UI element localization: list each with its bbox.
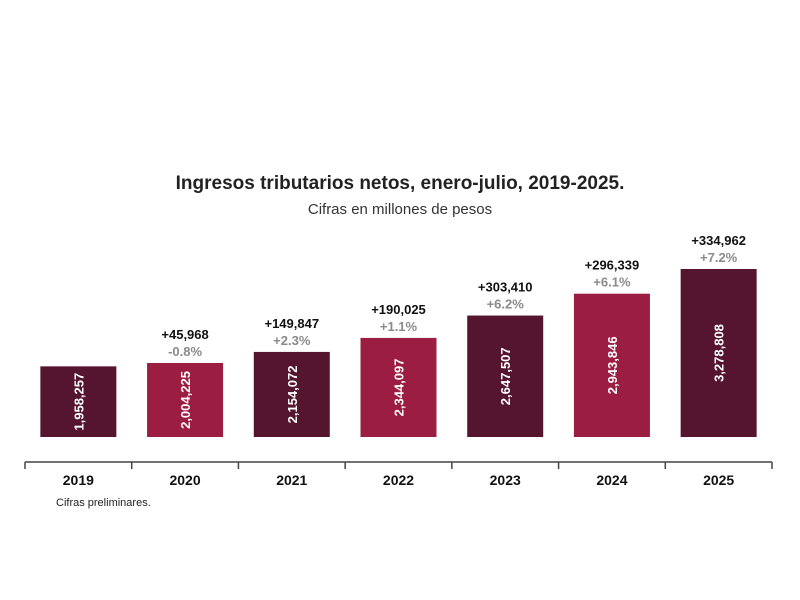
bar-2020 [147,362,224,437]
x-tick-label-2024: 2024 [596,472,627,488]
bar-2019 [40,366,117,437]
change-label-2023: +303,410 [478,280,533,295]
x-tick-label-2020: 2020 [169,472,200,488]
bar-value-label-2022: 2,344,097 [392,359,407,417]
percent-label-2020: -0.8% [168,344,202,359]
x-tick-label-2021: 2021 [276,472,307,488]
percent-label-2023: +6.2% [487,297,525,312]
bar-value-label-2020: 2,004,225 [178,371,193,429]
bar-2025 [680,269,757,437]
chart-subtitle: Cifras en millones de pesos [307,201,493,218]
percent-label-2022: +1.1% [380,319,418,334]
percent-label-2024: +6.1% [593,275,631,290]
chart-title: Ingresos tributarios netos, enero-julio,… [175,173,625,194]
change-label-2021: +149,847 [264,316,319,331]
bar-2022 [360,337,437,437]
bar-value-label-2025: 3,278,808 [712,324,727,382]
change-label-2024: +296,339 [585,258,640,273]
x-tick-label-2019: 2019 [63,472,94,488]
bar-2024 [573,293,650,437]
percent-label-2021: +2.3% [273,333,311,348]
x-tick-label-2022: 2022 [383,472,414,488]
x-tick-label-2025: 2025 [703,472,734,488]
bar-value-label-2024: 2,943,846 [605,336,620,394]
x-tick-label-2023: 2023 [490,472,521,488]
chart-note: Cifras preliminares. [56,497,151,509]
bar-2023 [467,315,544,437]
bar-value-label-2021: 2,154,072 [285,366,300,424]
change-label-2025: +334,962 [691,233,746,248]
bar-value-label-2023: 2,647,507 [498,347,513,405]
bar-value-label-2019: 1,958,257 [71,373,86,431]
change-label-2022: +190,025 [371,302,426,317]
change-label-2020: +45,968 [161,327,208,342]
percent-label-2025: +7.2% [700,250,738,265]
bar-2021 [253,351,330,437]
